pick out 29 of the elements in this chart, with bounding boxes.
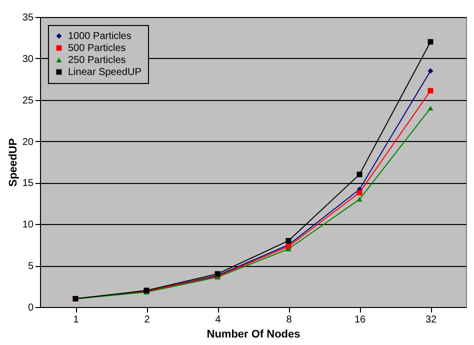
y-tick-label: 15: [22, 178, 34, 190]
point: [356, 196, 362, 202]
point: [286, 246, 292, 252]
x-tick-label: 2: [144, 314, 150, 326]
point: [286, 238, 292, 244]
point: [428, 39, 434, 45]
point: [428, 88, 434, 94]
legend-label: 1000 Particles: [68, 31, 132, 42]
x-tick-label: 16: [354, 314, 366, 326]
y-tick-label: 30: [22, 54, 34, 65]
x-tick-label: 4: [215, 314, 222, 326]
y-tick-label: 10: [22, 220, 34, 231]
y-tick-label: 5: [28, 261, 34, 272]
y-axis-title: SpeedUP: [7, 138, 20, 187]
x-tick-label: 1: [73, 314, 80, 326]
y-tick-label: 35: [22, 12, 34, 24]
y-tick-label: 0: [28, 302, 34, 314]
point: [428, 106, 434, 111]
x-tick-label: 32: [425, 314, 437, 326]
legend-label: 500 Particles: [68, 43, 126, 54]
x-axis-title: Number Of Nodes: [206, 328, 300, 340]
legend-label: 250 Particles: [68, 55, 126, 66]
legend-label: Linear SpeedUP: [68, 67, 142, 78]
y-tick-label: 25: [22, 95, 34, 106]
point: [356, 172, 362, 178]
y-tick-label: 20: [22, 136, 34, 148]
point: [356, 190, 362, 196]
x-tick-label: 8: [286, 314, 292, 326]
point: [428, 68, 434, 74]
